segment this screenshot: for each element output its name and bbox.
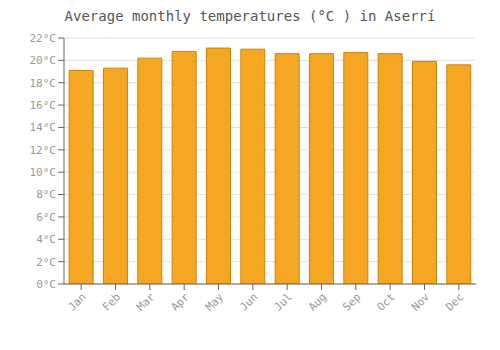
svg-text:May: May [203, 290, 227, 314]
svg-text:20°C: 20°C [30, 54, 57, 67]
svg-text:8°C: 8°C [36, 188, 56, 201]
svg-text:Mar: Mar [134, 290, 158, 314]
html-text:Average monthly temperatures (: Average monthly temperatures (°C ) in As… [64, 8, 436, 24]
svg-text:2°C: 2°C [36, 256, 56, 269]
svg-text:Sep: Sep [340, 290, 363, 313]
svg-text:Jan: Jan [66, 290, 89, 313]
svg-text:Dec: Dec [443, 290, 466, 313]
svg-text:Jun: Jun [237, 290, 260, 313]
svg-text:Apr: Apr [169, 290, 193, 314]
svg-text:Jul: Jul [272, 290, 295, 313]
svg-text:4°C: 4°C [36, 233, 56, 246]
svg-text:14°C: 14°C [30, 121, 57, 134]
svg-text:Aug: Aug [306, 290, 329, 313]
svg-text:12°C: 12°C [30, 144, 57, 157]
svg-text:6°C: 6°C [36, 211, 56, 224]
svg-text:Oct: Oct [375, 290, 398, 313]
svg-text:10°C: 10°C [30, 166, 57, 179]
svg-text:22°C: 22°C [30, 32, 57, 45]
svg-text:Nov: Nov [409, 290, 433, 314]
svg-text:16°C: 16°C [30, 99, 57, 112]
svg-text:18°C: 18°C [30, 77, 57, 90]
svg-text:0°C: 0°C [36, 278, 56, 291]
svg-text:Feb: Feb [100, 290, 123, 313]
